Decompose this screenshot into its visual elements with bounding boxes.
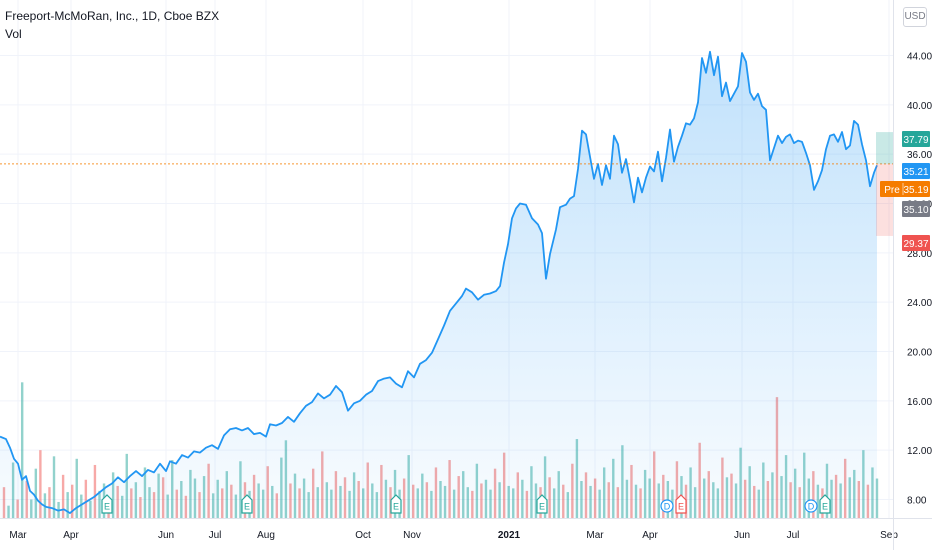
volume-bar [71, 484, 74, 518]
current-price-label: 35.21 [902, 163, 930, 179]
earnings-marker: E [819, 494, 831, 514]
low-price-label-bg [902, 235, 930, 251]
event-marker-label: E [822, 502, 828, 512]
high-price-label: 37.79 [902, 131, 930, 147]
x-tick-label: Apr [642, 530, 658, 541]
price-area-fill [0, 51, 877, 519]
chart-title: Freeport-McMoRan, Inc., 1D, Cboe BZX [5, 9, 220, 23]
currency-button[interactable]: USD [903, 7, 927, 27]
earnings-marker-badge [101, 494, 113, 514]
event-marker-label: E [244, 502, 250, 512]
x-tick-label: Mar [586, 530, 604, 541]
event-marker-label: E [393, 502, 399, 512]
x-tick-label: Jul [209, 530, 222, 541]
volume-bar [84, 479, 88, 518]
volume-bar [20, 382, 24, 518]
y-tick-label: 40.00 [907, 101, 932, 112]
event-marker-label: E [104, 502, 110, 512]
volume-bar [52, 456, 56, 518]
event-marker-label: E [539, 502, 545, 512]
volume-bar [39, 450, 42, 518]
pre-market-bg [880, 181, 930, 197]
current-price-label-bg [902, 163, 930, 179]
earnings-marker: E [675, 494, 687, 514]
pre-market-label: Pre 35.19 [880, 181, 930, 197]
y-tick-label: 44.00 [907, 52, 932, 63]
high-range-box [876, 132, 893, 164]
earnings-marker-badge [819, 494, 831, 514]
volume-bar [66, 492, 69, 518]
high-price-label-bg [902, 131, 930, 147]
high-price-label-text: 37.79 [903, 135, 928, 146]
x-tick-label: Nov [403, 530, 421, 541]
dividend-marker-circle [804, 499, 818, 513]
dividend-marker: D [804, 499, 818, 513]
earnings-marker: E [241, 494, 253, 514]
y-tick-label: 24.00 [907, 298, 932, 309]
earnings-marker-badge [390, 494, 402, 514]
pre-market-price: 35.19 [903, 185, 928, 196]
y-tick-label: 20.00 [907, 348, 932, 359]
earnings-marker-badge [675, 494, 687, 514]
x-tick-label: 2021 [498, 530, 521, 541]
low-price-label-text: 29.37 [903, 239, 928, 250]
volume-bar [61, 474, 65, 518]
x-tick-label: Jun [158, 530, 174, 541]
event-marker-label: D [808, 502, 815, 512]
y-tick-label: 12.00 [907, 446, 932, 457]
pre-market-tag: Pre [884, 185, 900, 196]
dividend-marker: D [660, 499, 674, 513]
x-tick-label: Mar [9, 530, 27, 541]
prev-close-label: 35.10 [902, 201, 930, 217]
event-marker-label: E [678, 502, 684, 512]
prev-close-label-bg [902, 201, 930, 217]
y-tick-label: 16.00 [907, 397, 932, 408]
x-tick-label: Jul [787, 530, 800, 541]
low-price-label: 29.37 [902, 235, 930, 251]
earnings-marker-badge [241, 494, 253, 514]
x-tick-label: Sep [880, 530, 898, 541]
volume-legend-label: Vol [5, 27, 22, 41]
volume-bar [34, 468, 38, 518]
y-tick-label: 8.00 [907, 496, 927, 507]
earnings-marker-badge [536, 494, 548, 514]
y-tick-label: 28.00 [907, 249, 932, 260]
x-tick-label: Oct [355, 530, 371, 541]
earnings-marker: E [101, 494, 113, 514]
x-tick-label: Jun [734, 530, 750, 541]
x-tick-label: Aug [257, 530, 275, 541]
event-marker-label: D [664, 502, 671, 512]
earnings-marker: E [536, 494, 548, 514]
dividend-marker-circle [660, 499, 674, 513]
volume-bar [75, 458, 78, 518]
y-tick-label: 36.00 [907, 150, 932, 161]
earnings-marker: E [390, 494, 402, 514]
current-price-label-text: 35.21 [903, 167, 928, 178]
low-range-box [876, 163, 893, 236]
volume-bar [93, 464, 97, 518]
prev-close-label-text: 35.10 [903, 205, 928, 216]
price-line [0, 50, 878, 514]
x-tick-label: Apr [63, 530, 79, 541]
volume-bar [48, 487, 51, 518]
